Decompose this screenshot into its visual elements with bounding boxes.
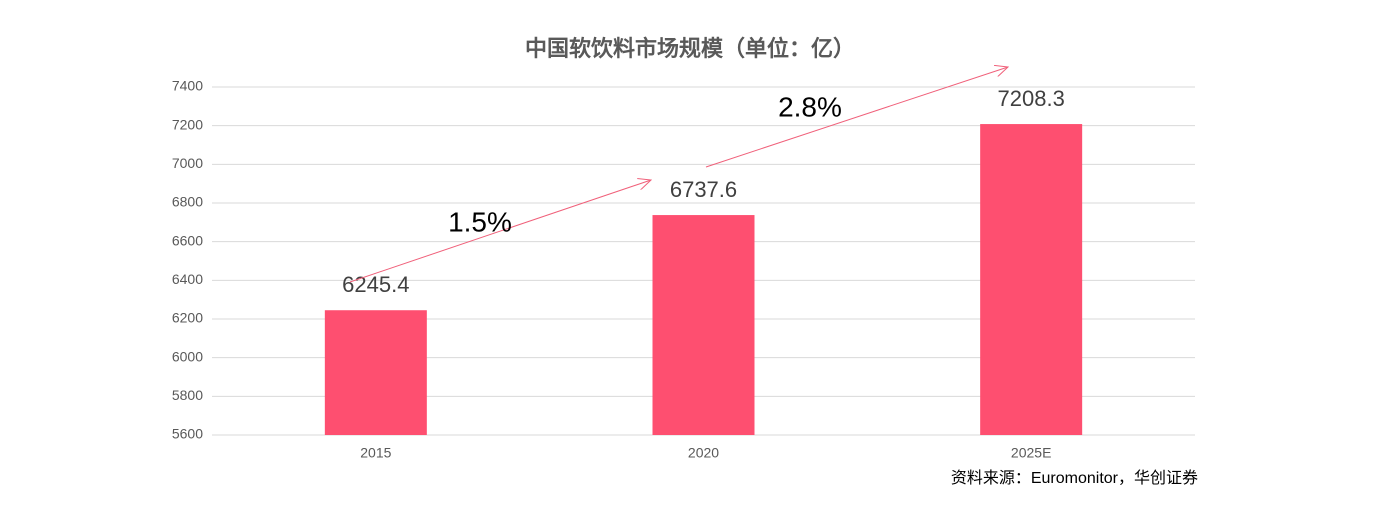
annotation: 1.5% xyxy=(448,206,512,237)
x-tick-label: 2025E xyxy=(1011,445,1051,461)
value-label: 6737.6 xyxy=(670,177,737,202)
growth-arrow xyxy=(349,180,651,283)
y-tick-label: 6600 xyxy=(172,232,203,248)
value-label: 7208.3 xyxy=(998,86,1065,111)
x-tick-label: 2015 xyxy=(360,445,391,461)
plot-area: 5600 5800 6000 6200 6400 6600 6800 7000 7200 7400… xyxy=(172,78,1195,461)
bar xyxy=(980,124,1083,435)
y-tick-label: 6400 xyxy=(172,271,203,287)
y-tick-label: 6000 xyxy=(172,348,203,364)
y-tick-label: 5800 xyxy=(172,387,203,403)
chart-title: 中国软饮料市场规模（单位：亿） xyxy=(525,36,855,61)
bar xyxy=(652,215,755,435)
x-tick-label: 2020 xyxy=(688,445,719,461)
source-note: 资料来源：Euromonitor，华创证券 xyxy=(951,469,1198,487)
y-tick-label: 5600 xyxy=(172,426,203,442)
y-tick-label: 7400 xyxy=(172,78,203,94)
y-tick-label: 7200 xyxy=(172,116,203,132)
value-label: 6245.4 xyxy=(342,272,409,297)
y-tick-label: 6200 xyxy=(172,310,203,326)
growth-arrow xyxy=(705,67,1008,168)
y-tick-label: 7000 xyxy=(172,155,203,171)
y-tick-label: 6800 xyxy=(172,194,203,210)
bar xyxy=(324,310,427,435)
annotation: 2.8% xyxy=(778,91,842,122)
